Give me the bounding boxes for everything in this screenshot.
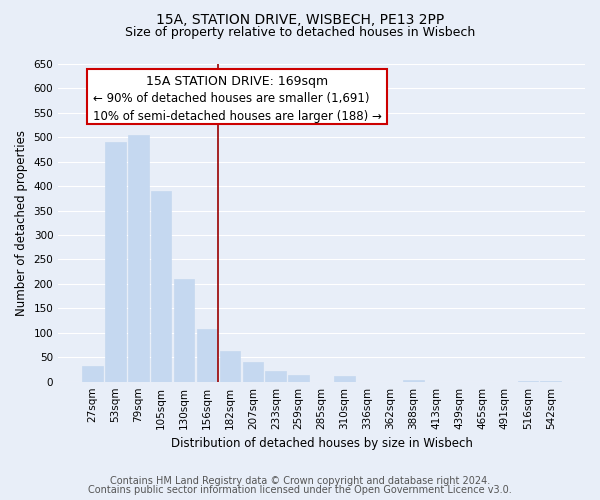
Text: Contains public sector information licensed under the Open Government Licence v3: Contains public sector information licen…: [88, 485, 512, 495]
Bar: [403, 380, 424, 382]
Text: 15A, STATION DRIVE, WISBECH, PE13 2PP: 15A, STATION DRIVE, WISBECH, PE13 2PP: [156, 12, 444, 26]
Bar: [334, 376, 355, 382]
Bar: [82, 366, 103, 382]
Bar: [242, 362, 263, 382]
Bar: [265, 371, 286, 382]
Text: 15A STATION DRIVE: 169sqm: 15A STATION DRIVE: 169sqm: [146, 75, 328, 88]
Bar: [174, 279, 194, 382]
FancyBboxPatch shape: [87, 69, 388, 124]
Text: Contains HM Land Registry data © Crown copyright and database right 2024.: Contains HM Land Registry data © Crown c…: [110, 476, 490, 486]
Text: Size of property relative to detached houses in Wisbech: Size of property relative to detached ho…: [125, 26, 475, 39]
Bar: [541, 380, 561, 382]
Text: 10% of semi-detached houses are larger (188) →: 10% of semi-detached houses are larger (…: [94, 110, 382, 123]
Bar: [128, 135, 149, 382]
Y-axis label: Number of detached properties: Number of detached properties: [15, 130, 28, 316]
Bar: [289, 376, 309, 382]
Bar: [197, 330, 217, 382]
Text: ← 90% of detached houses are smaller (1,691): ← 90% of detached houses are smaller (1,…: [94, 92, 370, 106]
X-axis label: Distribution of detached houses by size in Wisbech: Distribution of detached houses by size …: [170, 437, 473, 450]
Bar: [220, 352, 240, 382]
Bar: [518, 380, 538, 382]
Bar: [151, 191, 172, 382]
Bar: [105, 142, 125, 382]
